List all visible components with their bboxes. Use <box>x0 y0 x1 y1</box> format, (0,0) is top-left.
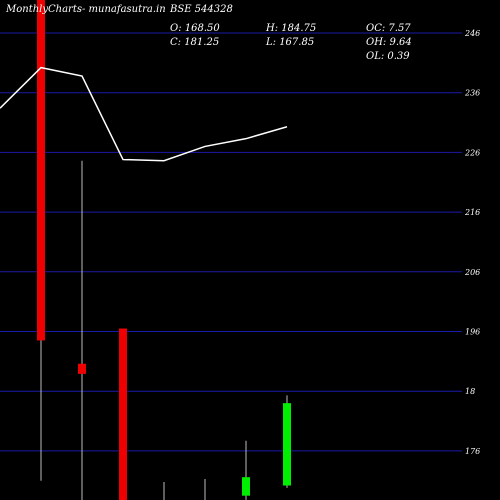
y-tick-label-4: 206 <box>464 268 480 277</box>
candle-body-5 <box>242 477 250 496</box>
moving-average-layer <box>0 66 288 162</box>
y-tick-label-2: 226 <box>464 148 480 157</box>
ol-value: OL: 0.39 <box>366 51 410 62</box>
grid-layer: 24623622621620619618176166 <box>0 29 480 456</box>
y-tick-label-6: 18 <box>465 387 475 396</box>
y-tick-label-7: 176 <box>465 447 480 456</box>
close-value: C: 181.25 <box>170 37 219 48</box>
open-value: O: 168.50 <box>170 23 220 34</box>
oc-value: OC: 7.57 <box>366 23 411 34</box>
candle-body-6 <box>283 403 291 486</box>
oh-value: OH: 9.64 <box>366 37 412 48</box>
candle-body-1 <box>78 363 86 374</box>
y-tick-label-3: 216 <box>464 208 480 217</box>
symbol-label: BSE 544328 <box>169 4 233 15</box>
moving-average-line <box>0 66 288 162</box>
candle-layer <box>37 0 291 500</box>
header-layer: MonthlyCharts - munafasutra.in BSE 54432… <box>5 4 412 62</box>
y-tick-label-5: 196 <box>465 328 480 337</box>
site-label: - munafasutra.in <box>82 4 166 15</box>
high-value: H: 184.75 <box>265 23 316 34</box>
low-value: L: 167.85 <box>265 37 314 48</box>
candle-body-2 <box>119 328 127 500</box>
brand-label: MonthlyCharts <box>5 4 82 15</box>
y-tick-label-0: 246 <box>464 29 480 38</box>
candle-body-0 <box>37 0 45 341</box>
y-tick-label-1: 236 <box>464 89 480 98</box>
